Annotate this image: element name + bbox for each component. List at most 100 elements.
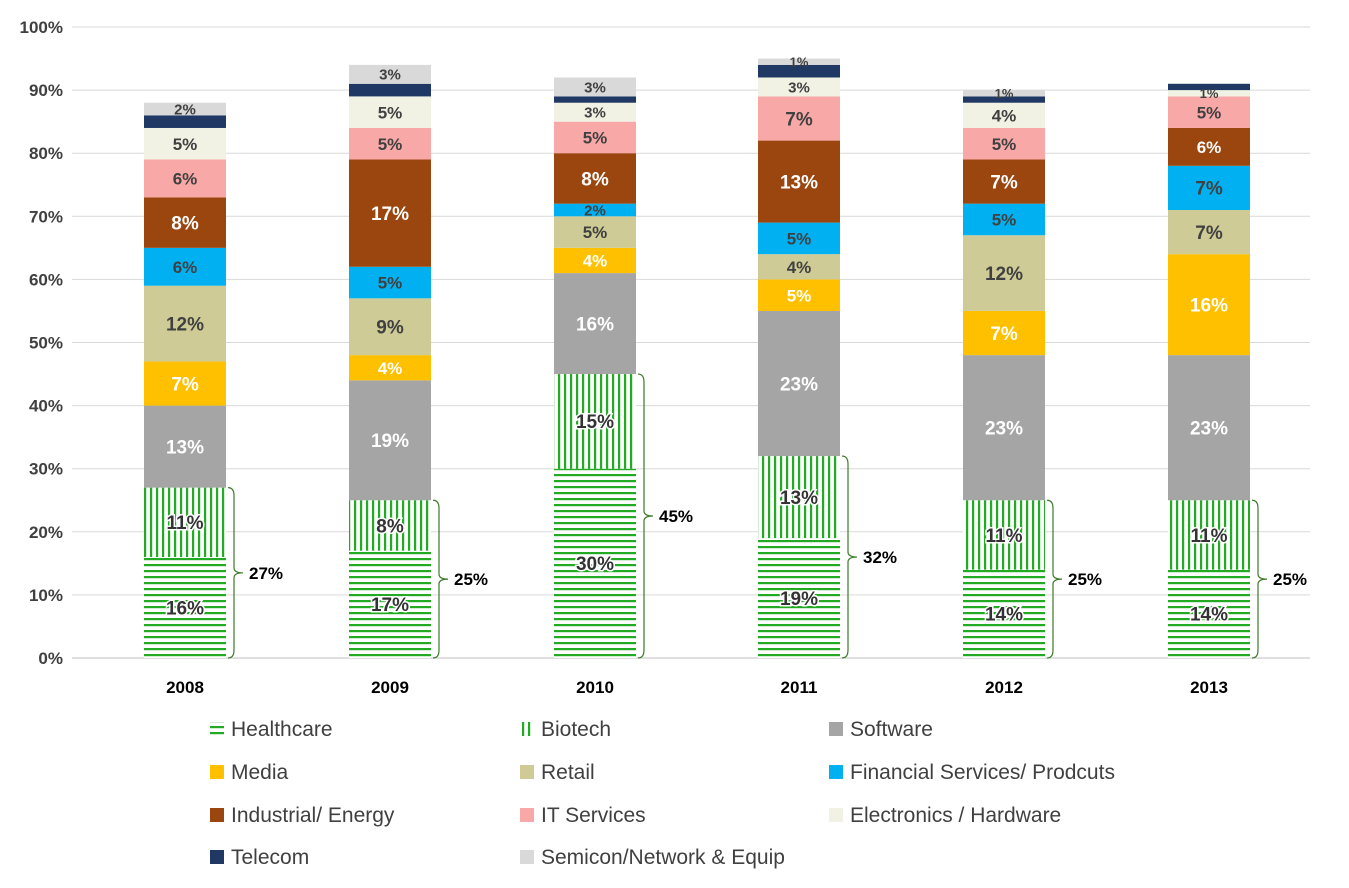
bar-financial-services-prodcuts-2013 [1168,165,1250,210]
legend-swatch-financial-services-prodcuts [829,765,843,779]
data-label-media-2009: 4% [378,359,403,378]
data-label-retail-2010: 5% [583,223,608,242]
data-label-media-2008: 7% [171,374,199,395]
data-label-it-services-2012: 5% [992,135,1017,154]
data-label-industrial-energy-2013: 6% [1197,138,1222,157]
data-label-biotech-2008: 11% [167,513,204,534]
data-label-financial-services-prodcuts-2011: 5% [787,230,812,249]
bar-biotech-2010 [554,374,636,469]
legend-swatch-biotech [520,722,534,736]
data-label-software-2011: 23% [780,374,818,395]
legend-item-software: Software [829,718,933,741]
bar-semicon-network-equip-2009 [349,64,431,84]
bar-industrial-energy-2012 [963,159,1045,204]
brace-2011 [841,455,858,659]
data-label-retail-2011: 4% [787,258,812,277]
legend-swatch-retail [520,765,534,779]
brace-2010 [637,373,654,659]
data-label-healthcare-2012: 14% [985,605,1023,626]
legend-swatch-electronics-hardware [829,808,843,822]
bar-semicon-network-equip-2011 [758,58,840,65]
bar-healthcare-2011 [758,538,840,658]
bar-telecom-2008 [144,115,226,128]
bar-retail-2013 [1168,209,1250,255]
data-label-electronics-hardware-2012: 4% [992,106,1017,125]
bar-software-2012 [963,355,1045,501]
data-label-retail-2013: 7% [1195,223,1223,244]
legend-item-electronics-hardware: Electronics / Hardware [829,804,1061,827]
data-label-healthcare-2011: 19% [780,589,818,610]
braces: 27% 25% 45% 32% 25% 25% [227,373,1307,659]
legend-label-software: Software [850,718,933,741]
bar-software-2009 [349,380,431,501]
x-tick-label: 2008 [166,678,204,697]
legend-label-it-services: IT Services [541,804,646,827]
data-label-industrial-energy-2012: 7% [990,172,1018,193]
data-label-software-2012: 23% [985,419,1023,440]
brace-total-label-2008: 27% [249,564,283,583]
segment-labels: 16% 11% 13% 7% 12% 6% 8% 6% 5% 2% 17% 8% 19% 4% 9% 5% 17… [164,54,1229,627]
y-tick-label: 30% [29,460,63,479]
data-label-semicon-network-equip-2008: 2% [174,101,196,118]
data-label-financial-services-prodcuts-2009: 5% [378,274,403,293]
bar-electronics-hardware-2012 [963,102,1045,128]
bar-telecom-2011 [758,64,840,78]
data-label-semicon-network-equip-2010: 3% [584,79,606,96]
legend-item-it-services: IT Services [520,804,646,827]
x-axis: 2008 2009 2010 2011 2012 2013 [166,678,1228,697]
bar-retail-2008 [144,285,226,362]
bar-it-services-2008 [144,159,226,198]
brace-total-label-2009: 25% [454,570,488,589]
bar-telecom-2013 [1168,83,1250,91]
legend-label-electronics-hardware: Electronics / Hardware [850,804,1061,827]
bar-biotech-2013 [1168,500,1250,570]
y-tick-label: 100% [20,18,63,37]
bar-biotech-2009 [349,500,431,551]
data-label-financial-services-prodcuts-2012: 5% [992,211,1017,230]
legend-label-semicon-network-equip: Semicon/Network & Equip [541,846,785,869]
data-label-retail-2008: 12% [166,314,204,335]
bar-industrial-energy-2011 [758,140,840,223]
y-tick-label: 10% [29,586,63,605]
bar-healthcare-2010 [554,468,636,658]
data-label-semicon-network-equip-2011: 1% [790,54,809,69]
bar-media-2010 [554,247,636,274]
bar-financial-services-prodcuts-2010 [554,203,636,217]
legend-swatch-industrial-energy [210,808,224,822]
x-tick-label: 2009 [371,678,409,697]
data-label-financial-services-prodcuts-2013: 7% [1195,179,1223,200]
bar-industrial-energy-2009 [349,159,431,267]
bar-biotech-2008 [144,487,226,558]
brace-total-label-2010: 45% [659,507,693,526]
data-label-software-2013: 23% [1190,419,1228,440]
x-tick-label: 2011 [781,678,818,697]
bar-healthcare-2013 [1168,569,1250,658]
legend-swatch-healthcare [210,722,224,736]
bar-semicon-network-equip-2010 [554,77,636,97]
y-tick-label: 0% [38,649,63,668]
data-label-electronics-hardware-2010: 3% [584,105,606,122]
data-label-financial-services-prodcuts-2008: 6% [173,258,198,277]
legend-item-retail: Retail [520,761,595,784]
data-label-software-2010: 16% [576,314,614,335]
data-label-it-services-2013: 5% [1197,103,1222,122]
bar-telecom-2010 [554,96,636,103]
bar-media-2012 [963,310,1045,356]
data-label-electronics-hardware-2013: 1% [1200,86,1219,101]
bar-electronics-hardware-2009 [349,96,431,128]
data-label-healthcare-2010: 30% [576,554,614,575]
y-tick-label: 50% [29,334,63,353]
data-label-it-services-2010: 5% [583,129,608,148]
bar-healthcare-2012 [963,569,1045,658]
bar-media-2013 [1168,254,1250,356]
legend-swatch-software [829,722,843,736]
brace-2009 [432,499,449,659]
bar-electronics-hardware-2008 [144,127,226,160]
data-label-industrial-energy-2009: 17% [371,204,409,225]
data-label-retail-2009: 9% [376,318,404,339]
data-label-industrial-energy-2010: 8% [581,169,609,190]
bar-biotech-2012 [963,500,1045,570]
data-label-biotech-2010: 15% [576,412,614,433]
bar-it-services-2010 [554,121,636,154]
legend-item-telecom: Telecom [210,846,309,869]
